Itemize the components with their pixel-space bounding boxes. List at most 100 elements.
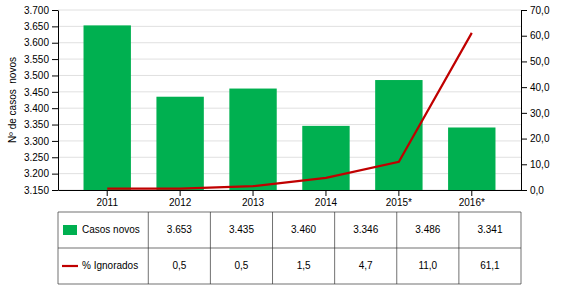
- tick-mark: [521, 164, 527, 165]
- data-label: 3.653: [167, 224, 192, 235]
- tick: 20,0: [521, 133, 550, 144]
- legend-label: Casos novos: [82, 224, 140, 235]
- tick: 3.250: [24, 152, 58, 163]
- tick-mark: [471, 190, 472, 196]
- table-rule: [58, 284, 521, 285]
- tick-label: 3.550: [24, 54, 49, 65]
- bar: [229, 89, 276, 190]
- tick-mark: [52, 157, 58, 158]
- tick-label: 2011: [96, 197, 118, 208]
- tick-mark: [398, 190, 399, 196]
- axis-line: [521, 11, 522, 191]
- tick-label: 70,0: [530, 5, 550, 16]
- tick: 3.550: [24, 54, 58, 65]
- bar: [448, 127, 495, 190]
- chart: 3.1503.2003.2503.3003.3503.4003.4503.500…: [0, 0, 563, 290]
- data-label: 3.435: [229, 224, 254, 235]
- x-axis: 2011 2012 2013 2014 2015* 2016*: [59, 190, 522, 208]
- tick: 3.650: [24, 21, 58, 32]
- table-rule: [396, 212, 397, 284]
- tick-label: 50,0: [530, 56, 550, 67]
- table-rule: [58, 248, 521, 249]
- tick-mark: [521, 10, 527, 11]
- tick-label: 3.300: [24, 136, 49, 147]
- tick-mark: [107, 190, 108, 196]
- tick-mark: [521, 36, 527, 37]
- tick: 30,0: [521, 108, 550, 119]
- table-rule: [148, 212, 149, 284]
- tick: 2014: [315, 190, 338, 208]
- tick-label: 40,0: [530, 82, 550, 93]
- tick-label: 3.500: [24, 70, 49, 81]
- tick-label: 2016*: [459, 197, 485, 208]
- axis-line: [59, 190, 522, 191]
- tick: 3.700: [24, 5, 58, 16]
- y-axis: 3.1503.2003.2503.3003.3503.4003.4503.500…: [24, 5, 59, 196]
- tick-mark: [52, 92, 58, 93]
- table-rule: [58, 212, 521, 213]
- tick: 3.150: [24, 185, 58, 196]
- tick-label: 3.150: [24, 185, 49, 196]
- data-label: 61,1: [480, 260, 500, 271]
- tick-label: 3.700: [24, 5, 49, 16]
- axis-line: [58, 11, 59, 191]
- tick-mark: [325, 190, 326, 196]
- tick-label: 2014: [315, 197, 338, 208]
- tick: 2011: [96, 190, 118, 208]
- bar: [84, 25, 131, 190]
- marks: [84, 25, 496, 190]
- data-label: 3.341: [477, 224, 502, 235]
- tick-mark: [253, 190, 254, 196]
- tick-label: 60,0: [530, 30, 550, 41]
- data-label: 3.460: [291, 224, 316, 235]
- tick-mark: [180, 190, 181, 196]
- bar: [375, 80, 422, 190]
- table-rule: [210, 212, 211, 284]
- tick-label: 2013: [242, 197, 265, 208]
- data-label: 1,5: [297, 260, 311, 271]
- tick-label: 3.350: [24, 119, 49, 130]
- grid: [58, 10, 521, 190]
- tick-label: 30,0: [530, 108, 550, 119]
- tick: 60,0: [521, 30, 550, 41]
- tick-label: 3.400: [24, 103, 49, 114]
- tick: 3.400: [24, 103, 58, 114]
- tick-mark: [52, 59, 58, 60]
- tick-mark: [521, 87, 527, 88]
- tick-mark: [521, 113, 527, 114]
- table-rule: [334, 212, 335, 284]
- legend-label: % Ignorados: [82, 260, 138, 271]
- tick-mark: [521, 190, 527, 191]
- tick: 0,0: [521, 185, 544, 196]
- tick-mark: [52, 125, 58, 126]
- tick-mark: [52, 108, 58, 109]
- tick-mark: [52, 190, 58, 191]
- grid-line: [58, 10, 521, 11]
- line: [107, 33, 472, 189]
- table-rule: [521, 212, 522, 284]
- tick: 3.450: [24, 87, 58, 98]
- table-rule: [272, 212, 273, 284]
- y2-axis: 0,0 10,0 20,0 30,0 40,0 50,0 60,0 70,0: [521, 5, 550, 196]
- data-label: 4,7: [359, 260, 373, 271]
- tick: 2015*: [386, 190, 412, 208]
- tick: 2012: [169, 190, 192, 208]
- tick: 2013: [242, 190, 265, 208]
- tick: 70,0: [521, 5, 550, 16]
- tick: 3.500: [24, 70, 58, 81]
- tick-mark: [521, 139, 527, 140]
- legend-swatch: [63, 225, 77, 235]
- plot: 3.1503.2003.2503.3003.3503.4003.4503.500…: [24, 5, 550, 208]
- tick-label: 3.450: [24, 87, 49, 98]
- tick-label: 3.600: [24, 37, 49, 48]
- data-label: 11,0: [418, 260, 437, 271]
- tick: 3.600: [24, 37, 58, 48]
- tick-label: 3.650: [24, 21, 49, 32]
- tick-mark: [52, 26, 58, 27]
- tick: 10,0: [521, 159, 550, 170]
- tick-label: 2015*: [386, 197, 412, 208]
- legend-table: Casos novos3.6533.4353.4603.3463.4863.34…: [58, 212, 521, 284]
- tick-mark: [52, 43, 58, 44]
- tick-label: 2012: [169, 197, 192, 208]
- table-rule: [458, 212, 459, 284]
